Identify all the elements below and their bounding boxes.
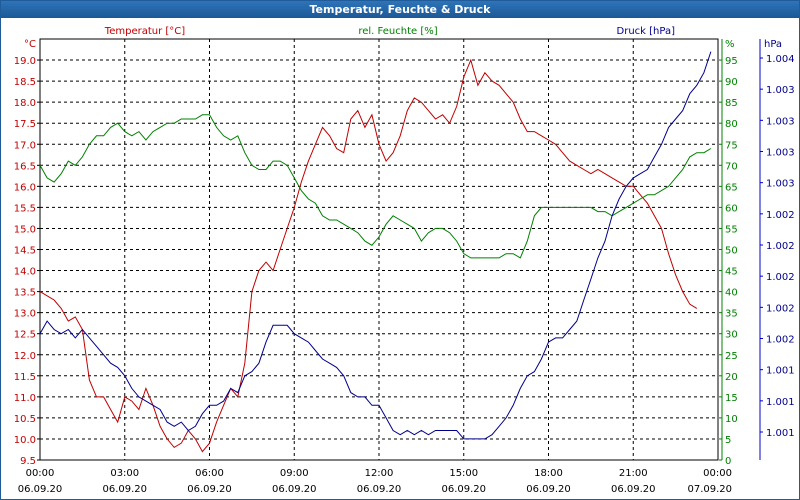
x-tick-time-label: 12:00	[365, 468, 394, 479]
temperature-tick-label: 14.5	[14, 246, 36, 257]
pressure-tick-label: 1.001	[766, 428, 795, 439]
temperature-tick-label: 16.0	[14, 182, 36, 193]
legend-pressure: Druck [hPa]	[617, 26, 676, 37]
humidity-tick-label: 25	[725, 351, 738, 362]
pressure-tick-label: 1.001	[766, 397, 795, 408]
pressure-tick-label: 1.003	[766, 116, 795, 127]
humidity-tick-label: 5	[725, 435, 731, 446]
pressure-tick-label: 1.004	[766, 54, 795, 65]
x-tick-time-label: 00:00	[26, 468, 55, 479]
humidity-tick-label: 10	[725, 414, 738, 425]
temperature-tick-label: 9.5	[20, 456, 36, 467]
temperature-tick-label: 11.5	[14, 372, 36, 383]
humidity-tick-label: 35	[725, 309, 738, 320]
x-tick-time-label: 00:00	[703, 468, 732, 479]
pressure-tick-label: 1.002	[766, 303, 795, 314]
x-tick-date-label: 06.09.20	[526, 484, 571, 495]
humidity-tick-label: 75	[725, 140, 738, 151]
series-line-humidity	[39, 114, 712, 259]
pressure-tick-label: 1.002	[766, 272, 795, 283]
temperature-tick-label: 13.5	[14, 288, 36, 299]
series-line-pressure	[39, 51, 712, 440]
humidity-tick-label: 20	[725, 372, 738, 383]
pressure-tick-label: 1.003	[766, 179, 795, 190]
humidity-tick-label: 40	[725, 288, 738, 299]
humidity-tick-label: 50	[725, 246, 738, 257]
pressure-tick-label: 1.002	[766, 335, 795, 346]
humidity-tick-label: 80	[725, 119, 738, 130]
humidity-unit-label: %	[725, 39, 735, 50]
x-tick-date-label: 06.09.20	[441, 484, 486, 495]
x-tick-date-label: 07.09.20	[687, 484, 732, 495]
x-tick-date-label: 06.09.20	[272, 484, 317, 495]
legend-temperature: Temperatur [°C]	[104, 26, 185, 37]
humidity-tick-label: 70	[725, 161, 738, 172]
x-tick-time-label: 09:00	[280, 468, 309, 479]
temperature-tick-label: 10.5	[14, 414, 36, 425]
x-tick-time-label: 06:00	[195, 468, 224, 479]
humidity-tick-label: 15	[725, 393, 738, 404]
x-tick-time-label: 03:00	[110, 468, 139, 479]
x-tick-time-label: 21:00	[619, 468, 648, 479]
temperature-tick-label: 14.0	[14, 267, 36, 278]
humidity-tick-label: 90	[725, 77, 738, 88]
humidity-tick-label: 0	[725, 456, 731, 467]
humidity-tick-label: 85	[725, 98, 738, 109]
x-tick-time-label: 18:00	[534, 468, 563, 479]
temperature-tick-label: 16.5	[14, 161, 36, 172]
temperature-tick-label: 13.0	[14, 309, 36, 320]
x-tick-date-label: 06.09.20	[187, 484, 232, 495]
humidity-tick-label: 65	[725, 182, 738, 193]
pressure-tick-label: 1.002	[766, 241, 795, 252]
x-tick-date-label: 06.09.20	[18, 484, 63, 495]
humidity-tick-label: 45	[725, 267, 738, 278]
temperature-tick-label: 19.0	[14, 56, 36, 67]
temperature-tick-label: 15.0	[14, 224, 36, 235]
temperature-tick-label: 17.0	[14, 140, 36, 151]
temperature-unit-label: °C	[24, 39, 36, 50]
temperature-tick-label: 10.0	[14, 435, 36, 446]
x-tick-date-label: 06.09.20	[102, 484, 147, 495]
temperature-tick-label: 12.5	[14, 330, 36, 341]
temperature-tick-label: 11.0	[14, 393, 36, 404]
temperature-tick-label: 17.5	[14, 119, 36, 130]
pressure-tick-label: 1.002	[766, 210, 795, 221]
x-tick-date-label: 06.09.20	[611, 484, 656, 495]
humidity-tick-label: 30	[725, 330, 738, 341]
temperature-tick-label: 15.5	[14, 203, 36, 214]
humidity-tick-label: 55	[725, 224, 738, 235]
humidity-tick-label: 60	[725, 203, 738, 214]
x-tick-time-label: 15:00	[449, 468, 478, 479]
temperature-tick-label: 18.0	[14, 98, 36, 109]
pressure-unit-label: hPa	[764, 39, 782, 50]
humidity-tick-label: 95	[725, 56, 738, 67]
temperature-tick-label: 12.0	[14, 351, 36, 362]
pressure-tick-label: 1.003	[766, 85, 795, 96]
legend-humidity: rel. Feuchte [%]	[358, 26, 437, 37]
series-line-temperature	[39, 58, 698, 453]
pressure-tick-label: 1.003	[766, 148, 795, 159]
chart-title: Temperatur, Feuchte & Druck	[1, 1, 799, 18]
pressure-tick-label: 1.001	[766, 366, 795, 377]
x-tick-date-label: 06.09.20	[357, 484, 402, 495]
temperature-tick-label: 18.5	[14, 77, 36, 88]
